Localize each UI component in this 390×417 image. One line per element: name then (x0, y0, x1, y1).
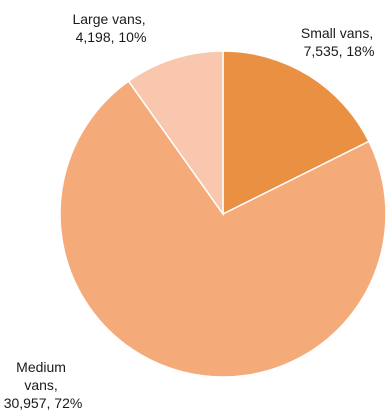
slice-label-large-vans-line-1: Large vans, (72, 11, 145, 27)
slice-label-small-vans: Small vans, 7,535, 18% (301, 25, 377, 59)
slice-label-large-vans: Large vans, 4,198, 10% (72, 11, 149, 45)
pie-slice-large-vans (127, 50, 224, 217)
pie-labels: Small vans, 7,535, 18% Medium vans, 30,9… (4, 11, 377, 411)
slice-label-medium-vans: Medium vans, 30,957, 72% (4, 359, 83, 411)
pie-slice-medium-vans (59, 80, 387, 378)
slice-label-large-vans-line-2: 4,198, 10% (76, 29, 147, 45)
slice-label-medium-vans-line-3: 30,957, 72% (4, 395, 83, 411)
pie-slice-small-vans (222, 50, 370, 216)
slice-label-medium-vans-line-1: Medium (16, 359, 66, 375)
slice-label-small-vans-line-1: Small vans, (301, 25, 373, 41)
pie-slices (59, 50, 387, 378)
slice-label-medium-vans-line-2: vans, (24, 377, 57, 393)
slice-label-small-vans-line-2: 7,535, 18% (304, 43, 375, 59)
